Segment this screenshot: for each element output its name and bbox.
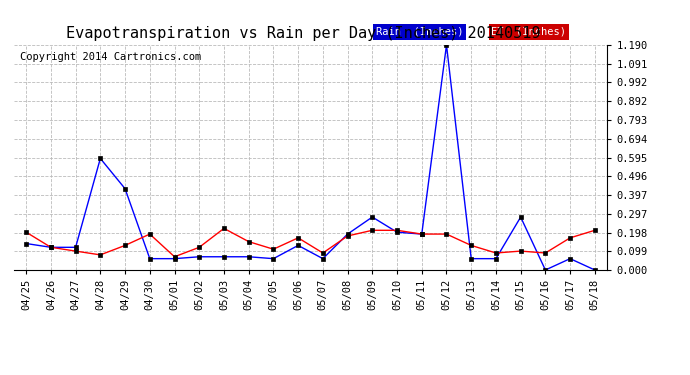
Text: ET  (Inches): ET (Inches) — [491, 27, 566, 37]
Text: Evapotranspiration vs Rain per Day (Inches) 20140519: Evapotranspiration vs Rain per Day (Inch… — [66, 26, 541, 41]
Text: Rain  (Inches): Rain (Inches) — [376, 27, 463, 37]
Text: Copyright 2014 Cartronics.com: Copyright 2014 Cartronics.com — [20, 52, 201, 62]
